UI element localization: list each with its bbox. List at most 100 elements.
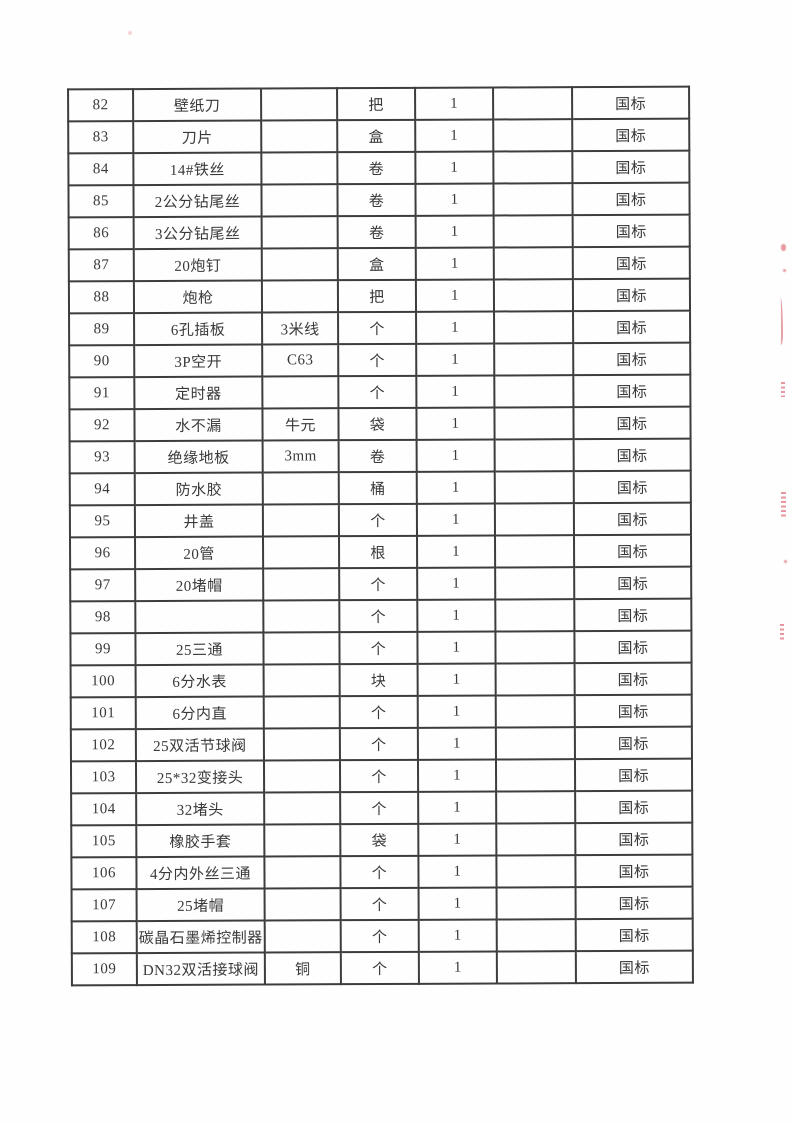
cell-spec bbox=[264, 856, 341, 889]
cell-name: 3P空开 bbox=[134, 344, 263, 378]
cell-standard: 国标 bbox=[572, 118, 690, 152]
cell-qty: 1 bbox=[418, 855, 497, 888]
materials-list-table: 82 壁纸刀把 1 国标 83 刀片盒 1 国标 84 14#铁丝卷 1 国标 85 2公分钻尾丝卷 1 国标… bbox=[67, 86, 694, 987]
cell-no: 107 bbox=[71, 889, 137, 922]
table-row: 101 6分内直 个 1 国标 bbox=[70, 694, 692, 730]
cell-blank bbox=[495, 567, 575, 600]
cell-name: 刀片 bbox=[133, 120, 262, 154]
cell-standard: 国标 bbox=[575, 918, 693, 952]
cell-blank bbox=[496, 951, 576, 984]
cell-qty: 1 bbox=[418, 919, 497, 952]
table-row: 96 20管 根 1 国标 bbox=[70, 534, 692, 570]
cell-no: 87 bbox=[68, 249, 134, 282]
cell-spec bbox=[263, 600, 340, 633]
cell-spec bbox=[262, 472, 339, 505]
cell-no: 82 bbox=[68, 89, 134, 122]
cell-name: 6分水表 bbox=[135, 664, 264, 698]
cell-name: 25三通 bbox=[135, 632, 264, 666]
cell-standard: 国标 bbox=[575, 822, 693, 856]
cell-unit: 个 bbox=[339, 631, 418, 665]
cell-standard: 国标 bbox=[575, 886, 693, 920]
cell-name: 碳晶石墨烯控制器 bbox=[136, 920, 265, 954]
cell-no: 99 bbox=[70, 633, 136, 666]
cell-unit: 块 bbox=[339, 663, 418, 697]
red-ink-mark bbox=[781, 244, 786, 251]
cell-qty: 1 bbox=[416, 503, 496, 536]
cell-blank bbox=[493, 279, 574, 312]
cell-spec: 牛元 bbox=[262, 408, 339, 441]
cell-no: 85 bbox=[68, 185, 134, 218]
cell-no: 103 bbox=[70, 761, 137, 794]
cell-blank bbox=[496, 823, 576, 856]
cell-qty: 1 bbox=[415, 247, 494, 280]
cell-qty: 1 bbox=[416, 407, 495, 440]
cell-spec bbox=[264, 824, 341, 857]
cell-no: 89 bbox=[69, 313, 135, 346]
cell-unit: 把 bbox=[337, 279, 417, 313]
cell-qty: 1 bbox=[417, 567, 496, 600]
cell-spec bbox=[263, 632, 340, 665]
cell-standard: 国标 bbox=[574, 534, 692, 568]
cell-spec bbox=[264, 920, 341, 953]
cell-unit: 个 bbox=[339, 695, 418, 729]
cell-blank bbox=[495, 727, 575, 760]
cell-name: 2公分钻尾丝 bbox=[133, 184, 262, 218]
cell-qty: 1 bbox=[416, 375, 495, 408]
cell-qty: 1 bbox=[418, 823, 497, 856]
cell-standard: 国标 bbox=[572, 86, 690, 120]
cell-standard: 国标 bbox=[575, 790, 693, 824]
cell-qty: 1 bbox=[417, 631, 496, 664]
cell-name: 25堵帽 bbox=[136, 888, 265, 922]
cell-spec bbox=[261, 152, 338, 185]
cell-qty: 1 bbox=[415, 215, 494, 248]
cell-blank bbox=[494, 503, 575, 536]
cell-name: 定时器 bbox=[134, 376, 263, 410]
cell-spec: 3mm bbox=[262, 440, 339, 473]
cell-standard: 国标 bbox=[574, 726, 692, 760]
cell-unit: 个 bbox=[339, 727, 418, 761]
cell-name: 壁纸刀 bbox=[133, 88, 262, 122]
cell-blank bbox=[496, 855, 576, 888]
cell-unit: 盒 bbox=[337, 247, 416, 281]
cell-spec bbox=[263, 664, 340, 697]
cell-blank bbox=[495, 663, 575, 696]
cell-qty: 1 bbox=[418, 951, 497, 984]
table-row: 105 橡胶手套 袋 1 国标 bbox=[71, 822, 693, 858]
cell-standard: 国标 bbox=[574, 566, 692, 600]
cell-standard: 国标 bbox=[573, 342, 691, 376]
cell-name: 6孔插板 bbox=[134, 312, 263, 346]
cell-name: 炮枪 bbox=[133, 280, 263, 314]
cell-blank bbox=[494, 407, 574, 440]
cell-unit: 盒 bbox=[337, 119, 416, 153]
table-row: 108 碳晶石墨烯控制器 个 1 国标 bbox=[71, 918, 693, 954]
cell-name: 6分内直 bbox=[135, 696, 264, 730]
cell-spec bbox=[262, 504, 340, 537]
cell-standard: 国标 bbox=[575, 854, 693, 888]
cell-standard: 国标 bbox=[573, 470, 691, 504]
table-row: 91 定时器 个 1 国标 bbox=[69, 374, 691, 410]
cell-standard: 国标 bbox=[572, 278, 691, 312]
cell-spec: 3米线 bbox=[262, 312, 339, 345]
cell-name: 3公分钻尾丝 bbox=[133, 216, 262, 250]
table-row: 103 25*32变接头 个 1 国标 bbox=[70, 758, 693, 794]
cell-no: 83 bbox=[68, 121, 134, 154]
cell-standard: 国标 bbox=[573, 374, 691, 408]
red-ink-mark bbox=[775, 298, 783, 345]
cell-spec bbox=[261, 184, 338, 217]
table-row: 104 32堵头 个 1 国标 bbox=[71, 790, 693, 826]
cell-name: 25*32变接头 bbox=[135, 760, 265, 794]
cell-unit: 个 bbox=[339, 759, 419, 793]
cell-blank bbox=[495, 631, 575, 664]
cell-no: 98 bbox=[70, 601, 136, 634]
cell-blank bbox=[495, 535, 575, 568]
table-row: 82 壁纸刀 把 1 国标 bbox=[68, 86, 690, 122]
table-row: 84 14#铁丝 卷 1 国标 bbox=[68, 150, 690, 186]
cell-no: 93 bbox=[69, 441, 135, 474]
cell-name: 14#铁丝 bbox=[133, 152, 262, 186]
cell-blank bbox=[496, 887, 576, 920]
cell-unit: 个 bbox=[339, 567, 418, 601]
cell-no: 105 bbox=[71, 825, 137, 858]
table-row: 98 个 1 国标 bbox=[70, 598, 692, 634]
cell-blank bbox=[493, 151, 573, 184]
cell-standard: 国标 bbox=[574, 694, 692, 728]
